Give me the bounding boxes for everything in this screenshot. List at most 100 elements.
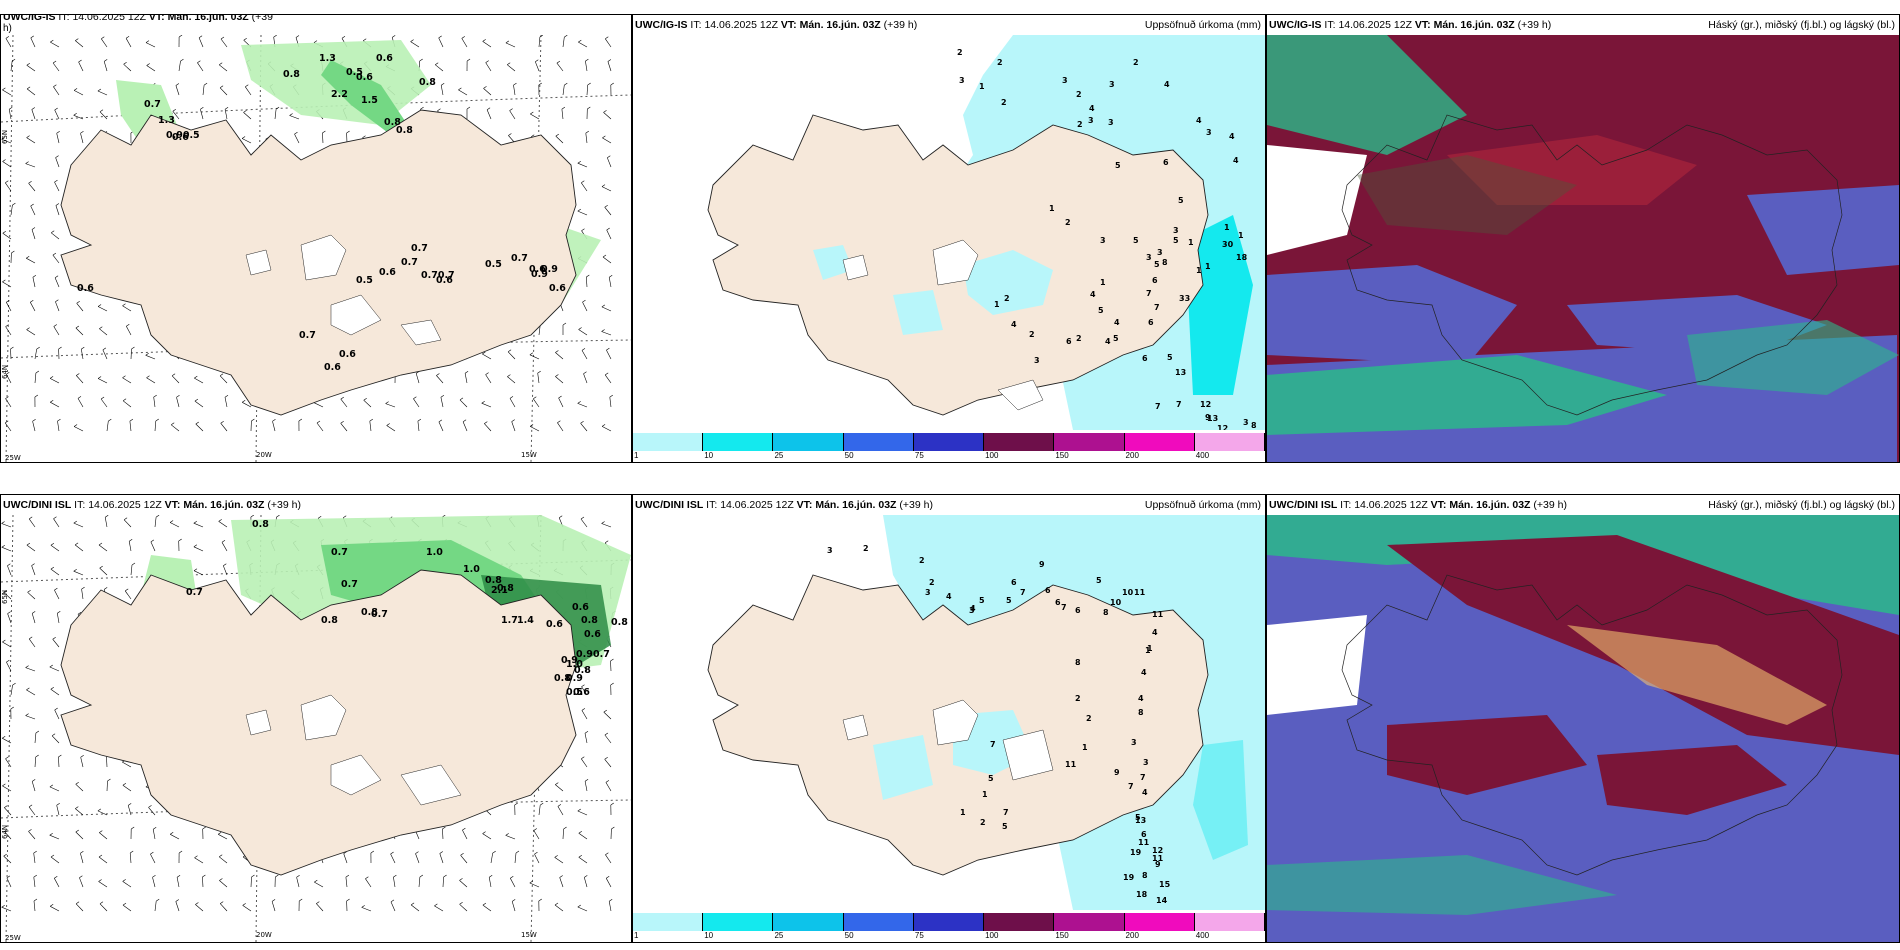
wind-barb (385, 403, 396, 408)
wind-barb-flag (31, 227, 36, 230)
wind-barb-flag (605, 36, 609, 40)
wind-barb-flag (107, 778, 111, 782)
wind-barb-flag (299, 898, 303, 902)
wind-barb (73, 426, 84, 432)
precip-value-label: 2 (1133, 58, 1139, 67)
wind-barb (122, 784, 132, 792)
precip-value-label: 5 (1154, 260, 1160, 269)
wind-barb (578, 857, 588, 864)
colorbar-tick: 10 (704, 451, 714, 460)
precip-value-label: 7 (1128, 782, 1134, 791)
gust-value-label: 0.6 (339, 349, 356, 360)
wind-barb-flag (74, 542, 79, 546)
wind-barb-flag (153, 394, 157, 398)
wind-barb-flag (75, 806, 79, 809)
precip-value-label: 18 (1236, 253, 1248, 262)
wind-barb (535, 61, 540, 72)
wind-barb (50, 544, 60, 552)
wind-barb-flag (390, 899, 395, 903)
wind-barb (534, 853, 540, 864)
colorbar-tick: 75 (914, 931, 924, 940)
wind-barb-flag (200, 107, 204, 110)
wind-barb-flag (25, 665, 29, 668)
wind-barb (483, 88, 492, 96)
wind-barb (223, 565, 228, 576)
wind-barb-flag (577, 160, 581, 164)
wind-barb (440, 397, 444, 408)
wind-barb-flag (605, 372, 609, 376)
wind-barb-flag (340, 396, 344, 400)
gust-value-label: 0.6 (376, 53, 393, 64)
wind-barb-flag (2, 87, 6, 91)
wind-barb (601, 331, 612, 336)
panel-title: UWC/DINI ISL IT: 14.06.2025 12Z VT: Mán.… (633, 495, 1265, 515)
wind-barb (460, 855, 468, 864)
gust-value-label: 0.8 (574, 665, 591, 676)
wind-barb (99, 328, 108, 336)
wind-barb (2, 233, 12, 240)
wind-barb-flag (341, 36, 346, 39)
precip-value-label: 9 (1155, 860, 1161, 869)
precip-value-label: 5 (1113, 334, 1119, 343)
wind-barb (462, 829, 468, 840)
wind-barb (486, 109, 492, 120)
precip-value-label: 12 (1152, 846, 1163, 855)
gust-value-label: 1.0 (566, 659, 583, 670)
cloud-map (1267, 35, 1899, 462)
colorbar-segment (913, 913, 985, 931)
gust-value-label: 0.9 (566, 673, 583, 684)
wind-barb-flag (97, 88, 102, 92)
wind-barb (585, 61, 588, 72)
wind-barb-flag (462, 419, 467, 423)
wind-barb (99, 832, 108, 840)
wind-barb (80, 757, 84, 768)
wind-barb (195, 423, 204, 432)
wind-barb-flag (581, 684, 585, 687)
colorbar-tick: 50 (844, 931, 854, 940)
wind-barb-flag (605, 540, 609, 544)
wind-barb-flag (202, 874, 206, 878)
wind-barb (490, 853, 493, 864)
wind-barb-flag (100, 396, 105, 400)
wind-barb-flag (583, 371, 587, 374)
wind-barb (76, 375, 84, 384)
colorbar-tick: 50 (844, 451, 854, 460)
wind-barb (77, 398, 84, 408)
wind-barb (193, 522, 204, 528)
panel-subtitle: Uppsöfnuð úrkoma (mm) (1144, 19, 1261, 31)
wind-barb (586, 276, 588, 288)
wind-barb (2, 89, 12, 96)
precip-value-label: 9 (1039, 560, 1045, 569)
wind-barb-flag (178, 35, 183, 38)
wind-barb-flag (52, 60, 57, 64)
wind-barb-flag (554, 902, 559, 906)
glaciers (245, 234, 442, 346)
wind-barb-flag (27, 590, 31, 593)
gust-labels: 0.81.3 0.60.50.80.62.21.50.80.80.71.30.90… (77, 53, 566, 373)
wind-barb (459, 880, 468, 888)
wind-barb-flag (585, 130, 589, 134)
wind-barb (26, 544, 36, 552)
wind-barb (604, 207, 612, 216)
wind-barb (145, 355, 156, 360)
wind-barb-flag (540, 802, 544, 806)
wind-barb (75, 40, 84, 48)
wind-barb (58, 756, 60, 768)
lon-label-15w: 15W (521, 451, 537, 459)
precip-value-label: 6 (1075, 606, 1081, 615)
wind-barb-flag (531, 134, 535, 138)
wind-barb-flag (98, 879, 102, 882)
wind-barb-flag (175, 83, 180, 86)
wind-barb-flag (5, 324, 9, 327)
wind-barb-flag (224, 394, 229, 398)
wind-barb (607, 61, 612, 72)
precip-value-label: 5 (1167, 353, 1173, 362)
wind-barb-flag (316, 420, 321, 424)
precip-value-label: 2 (957, 48, 963, 57)
wind-barb-flag (123, 517, 128, 521)
wind-barb-flag (131, 562, 136, 566)
wind-barb-flag (607, 155, 611, 158)
wind-barb (52, 62, 60, 72)
wind-barb-flag (555, 350, 559, 353)
